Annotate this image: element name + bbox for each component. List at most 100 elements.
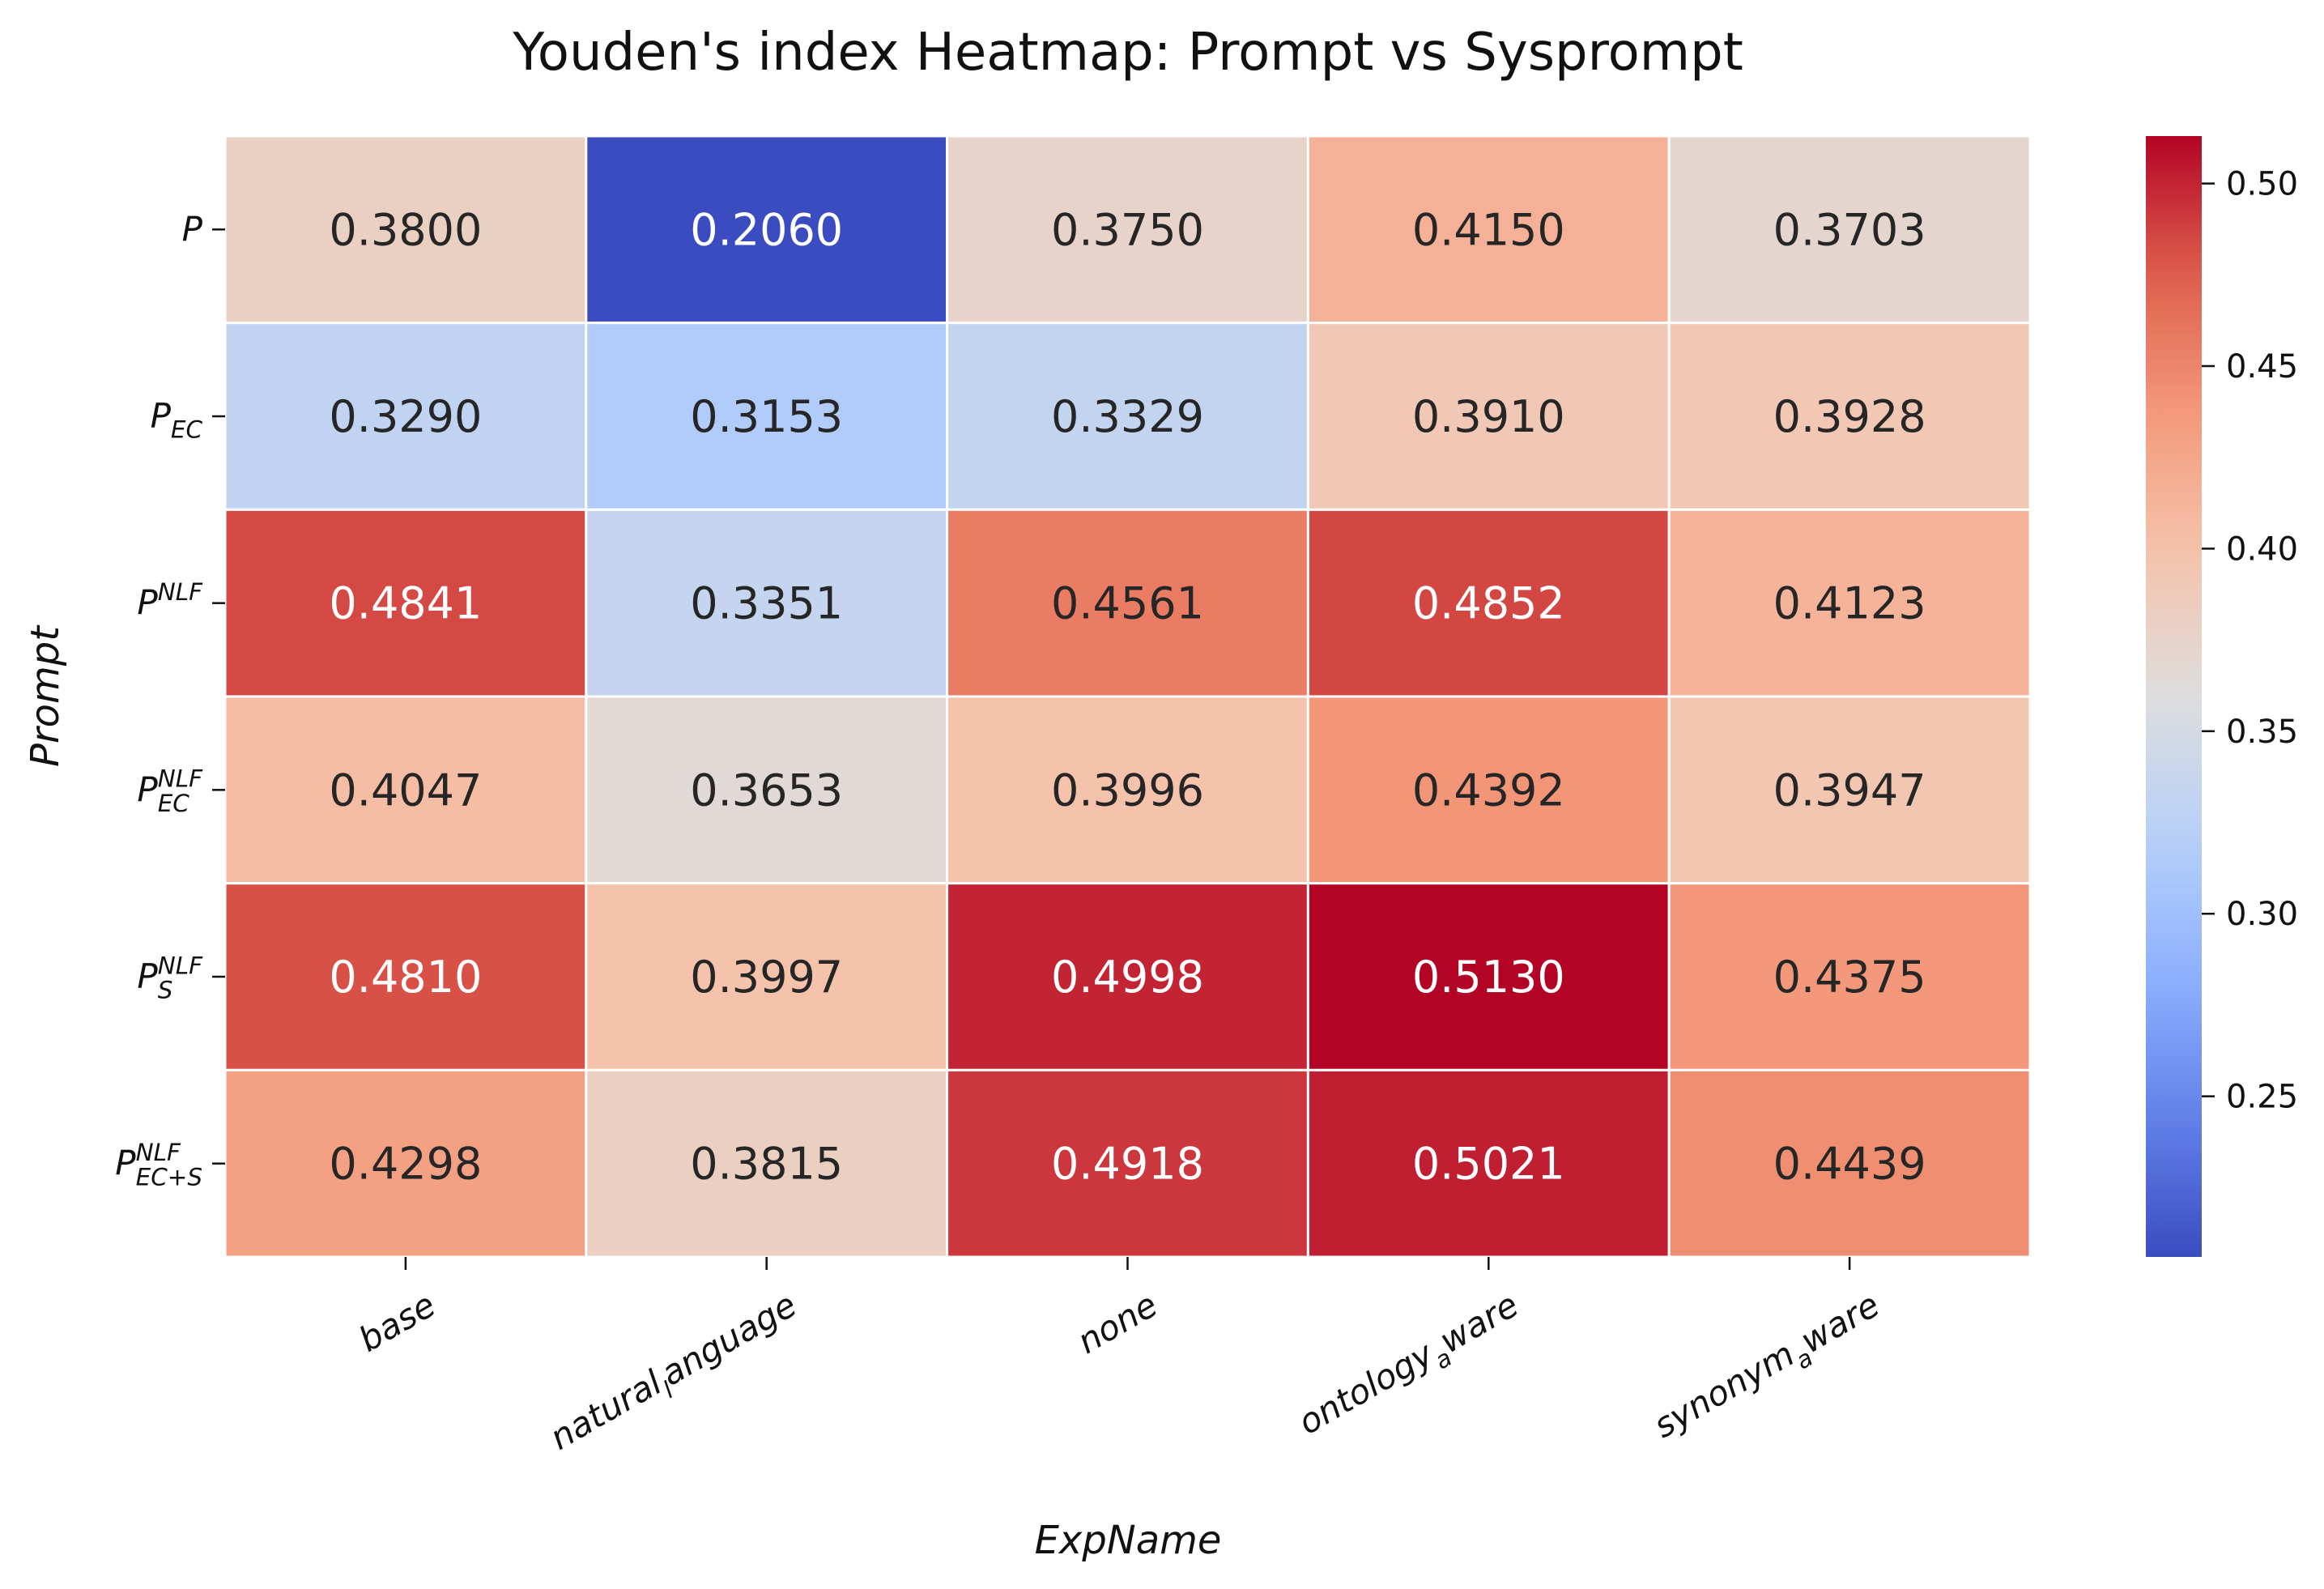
y-tick: PNLF S [137,952,225,1004]
heatmap-cell: 0.4298 [223,1068,588,1259]
heatmap-cell: 0.4852 [1306,508,1671,698]
cell-value-label: 0.4852 [1412,578,1565,629]
cell-value-label: 0.4998 [1051,952,1204,1003]
cell-value-label: 0.5130 [1412,952,1565,1003]
cell-rect [946,508,1309,698]
cell-value-label: 0.3290 [329,391,482,442]
heatmap-cell: 0.4123 [1667,508,2032,698]
heatmap-cell: 0.4439 [1667,1068,2032,1259]
colorbar-tick: 0.50 [2202,166,2298,203]
x-tick: base [352,1257,442,1360]
heatmap-cell: 0.4047 [223,695,588,885]
cell-value-label: 0.3750 [1051,204,1204,255]
chart-title: Youden's index Heatmap: Prompt vs Syspro… [512,23,1743,83]
heatmap-cell: 0.3703 [1667,134,2032,325]
colorbar-tick-label: 0.35 [2226,714,2298,751]
x-axis-label: ExpName [1035,1518,1222,1563]
cell-value-label: 0.4439 [1773,1139,1926,1190]
colorbar-tick: 0.35 [2202,714,2298,751]
cell-value-label: 0.4561 [1051,578,1204,629]
cell-rect [223,882,588,1071]
cell-value-label: 0.3997 [690,952,843,1003]
cell-value-label: 0.4841 [329,578,482,629]
colorbar-tick: 0.40 [2202,530,2298,568]
heatmap-cell: 0.3653 [585,695,949,885]
heatmap-cells: 0.3800 0.2060 0.3750 0.4150 0.3703 0.3290 0.31… [223,134,2032,1259]
heatmap-cell: 0.3997 [585,882,949,1071]
x-tick: synonymaware [1647,1257,1890,1452]
heatmap-cell: 0.5021 [1306,1068,1671,1259]
cell-rect [946,1068,1309,1259]
heatmap-cell: 0.4375 [1667,882,2032,1071]
colorbar-tick: 0.45 [2202,348,2298,386]
heatmap-cell: 0.3800 [223,134,588,325]
y-tick: PNLF EC+S [115,1139,225,1191]
heatmap-cell: 0.3815 [585,1068,949,1259]
heatmap-cell: 0.3153 [585,322,949,511]
colorbar-tick-label: 0.30 [2226,896,2298,933]
colorbar: 0.25 0.30 0.35 0.40 0.45 0.50 [2146,136,2298,1257]
cell-value-label: 0.4298 [329,1139,482,1190]
y-tick: PNLF EC [137,765,225,817]
cell-rect [585,508,949,698]
y-tick-labels: P PEC PNLF PNLF EC PNLF S PNLF EC+S [115,209,225,1191]
x-tick-label: synonymaware [1647,1284,1890,1452]
x-tick-label: naturallanguage [543,1284,807,1464]
y-tick: P [182,209,225,249]
colorbar-tick-label: 0.25 [2226,1079,2298,1116]
colorbar-tick: 0.30 [2202,896,2298,933]
cell-rect [1306,695,1671,885]
cell-value-label: 0.5021 [1412,1139,1565,1190]
cell-rect [1667,882,2032,1071]
cell-rect [585,882,949,1071]
cell-value-label: 0.3947 [1773,765,1926,816]
cell-value-label: 0.4392 [1412,765,1565,816]
colorbar-tick-label: 0.45 [2226,348,2298,386]
heatmap-cell: 0.3290 [223,322,588,511]
cell-rect [946,134,1309,325]
cell-value-label: 0.3800 [329,204,482,255]
cell-rect [223,322,588,511]
heatmap-cell: 0.3996 [946,695,1309,885]
cell-value-label: 0.3653 [690,765,843,816]
cell-rect [1667,1068,2032,1259]
y-tick: PNLF [137,578,225,623]
cell-rect [1306,1068,1671,1259]
cell-rect [585,134,949,325]
heatmap-cell: 0.5130 [1306,882,1671,1071]
x-tick-labels: base naturallanguage none ontologyaware syno… [352,1257,1890,1464]
cell-value-label: 0.3815 [690,1139,843,1190]
cell-rect [946,882,1309,1071]
cell-value-label: 0.3703 [1773,204,1926,255]
x-tick: naturallanguage [543,1257,807,1464]
cell-rect [1667,322,2032,511]
colorbar-tick-label: 0.50 [2226,166,2298,203]
x-tick-label: ontologyaware [1292,1284,1529,1449]
cell-value-label: 0.4810 [329,952,482,1003]
y-tick-label: PEC [151,396,203,444]
cell-value-label: 0.4375 [1773,952,1926,1003]
heatmap-cell: 0.4392 [1306,695,1671,885]
heatmap-cell: 0.4918 [946,1068,1309,1259]
y-tick-label: P [182,209,203,249]
cell-rect [585,695,949,885]
heatmap-cell: 0.4841 [223,508,588,698]
y-tick-label: PNLF EC+S [115,1139,202,1191]
y-tick-label: PNLF S [137,952,203,1003]
heatmap-cell: 0.3329 [946,322,1309,511]
cell-rect [1667,695,2032,885]
cell-rect [946,695,1309,885]
cell-value-label: 0.3329 [1051,391,1204,442]
heatmap-cell: 0.3750 [946,134,1309,325]
cell-value-label: 0.4047 [329,765,482,816]
x-tick: none [1070,1257,1164,1361]
heatmap-cell: 0.4150 [1306,134,1671,325]
cell-value-label: 0.2060 [690,204,843,255]
colorbar-gradient [2146,136,2202,1257]
cell-rect [946,322,1309,511]
heatmap-cell: 0.4561 [946,508,1309,698]
y-tick-label: PNLF [137,578,203,623]
heatmap-cell: 0.3910 [1306,322,1671,511]
x-tick-label: base [352,1284,442,1359]
